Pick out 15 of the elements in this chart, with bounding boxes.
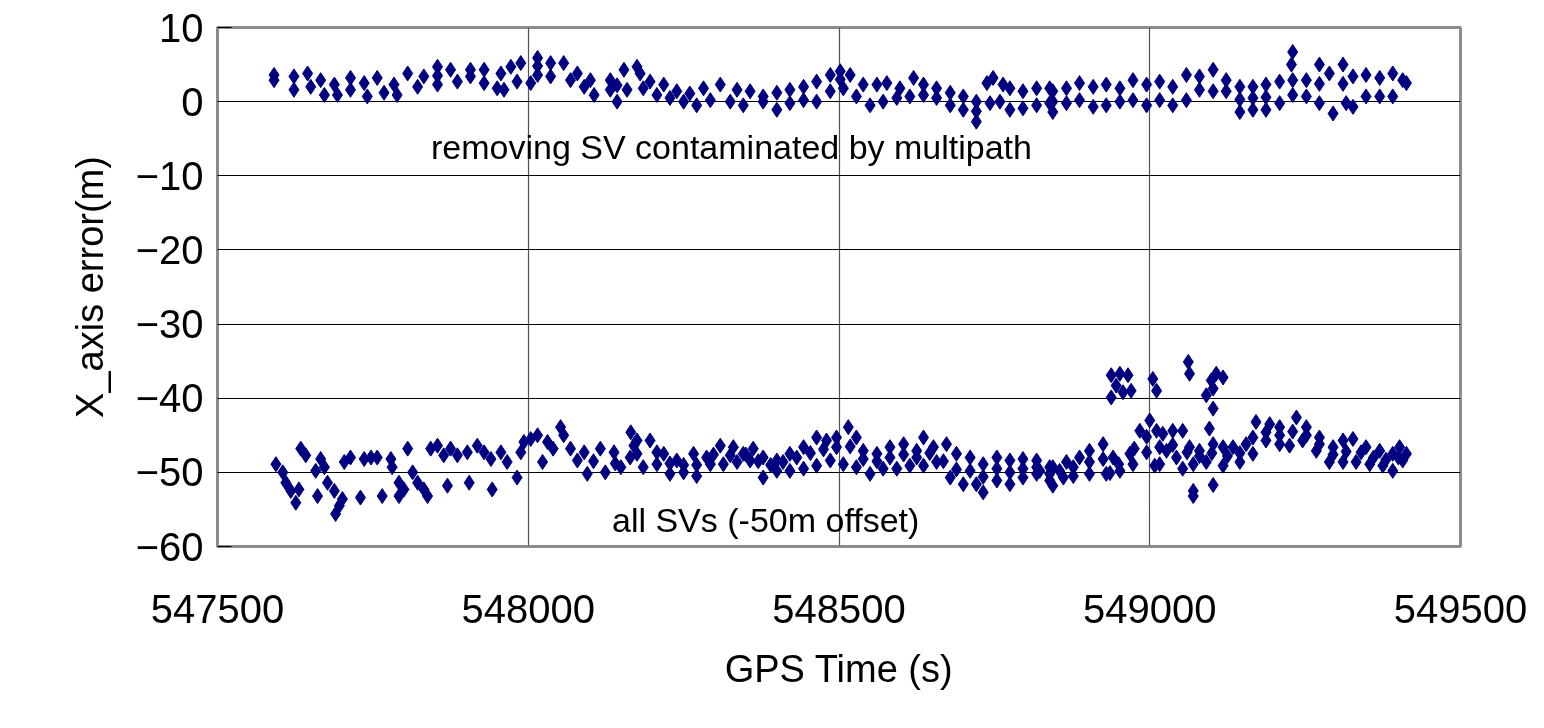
y-tick-label: 0 xyxy=(181,79,204,124)
y-axis-title: X_axis error(m) xyxy=(68,156,111,418)
y-tick-label: −30 xyxy=(135,302,204,347)
y-tick-label: −20 xyxy=(135,227,204,272)
x-tick-label: 548500 xyxy=(772,586,906,631)
y-tick-label: −60 xyxy=(135,524,204,569)
x-tick-label: 549500 xyxy=(1393,586,1528,631)
x-tick-label: 549000 xyxy=(1083,586,1217,631)
y-tick-label: 10 xyxy=(159,5,204,50)
x-tick-label: 547500 xyxy=(150,586,285,631)
y-tick-label: −40 xyxy=(135,376,204,421)
x-axis-title: GPS Time (s) xyxy=(724,647,953,690)
y-tick-label: −10 xyxy=(135,153,204,198)
x-tick-label: 548000 xyxy=(461,586,595,631)
y-tick-label: −50 xyxy=(135,450,204,495)
